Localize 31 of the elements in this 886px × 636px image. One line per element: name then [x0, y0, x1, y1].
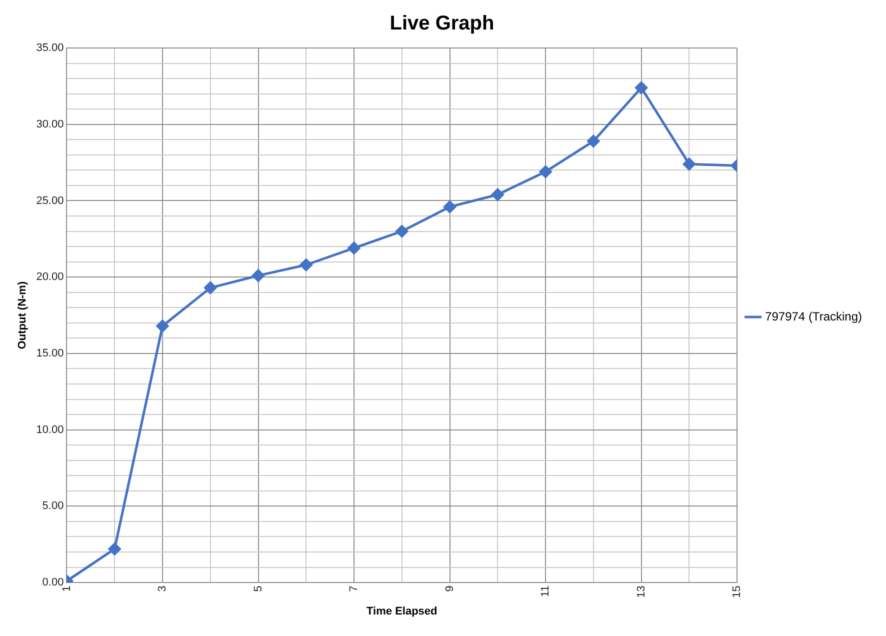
x-tick-label: 13 — [635, 586, 648, 598]
x-tick-label: 9 — [444, 586, 456, 592]
point — [108, 542, 121, 556]
point — [587, 134, 600, 148]
y-tick-label: 10.00 — [36, 424, 64, 436]
point — [204, 282, 217, 294]
point — [491, 188, 504, 201]
point — [396, 225, 408, 238]
x-axis-title: Time Elapsed — [366, 605, 438, 618]
y-axis-title: Output (N-m) — [16, 281, 29, 350]
x-tick-label: 7 — [348, 586, 360, 592]
y-tick-label: 30.00 — [36, 118, 64, 130]
y-tick-label: 5.00 — [42, 500, 64, 512]
point — [252, 269, 264, 282]
point — [635, 81, 648, 94]
y-tick-label: 20.00 — [36, 271, 64, 284]
point — [348, 242, 360, 254]
y-tick-label: 25.00 — [36, 194, 64, 207]
x-tick-label: 5 — [252, 586, 264, 592]
x-tick-label: 3 — [156, 586, 169, 592]
y-tick-label: 15.00 — [36, 347, 64, 360]
point — [300, 258, 312, 272]
point — [444, 200, 456, 214]
x-tick-label: 15 — [731, 586, 744, 598]
legend-label: 797974 (Tracking) — [765, 309, 862, 324]
x-tick-label: 11 — [540, 586, 552, 597]
point — [156, 320, 169, 332]
chart-title: Live Graph — [390, 12, 494, 35]
point — [539, 165, 552, 178]
y-tick-label: 35.00 — [36, 42, 64, 54]
point — [682, 158, 696, 170]
